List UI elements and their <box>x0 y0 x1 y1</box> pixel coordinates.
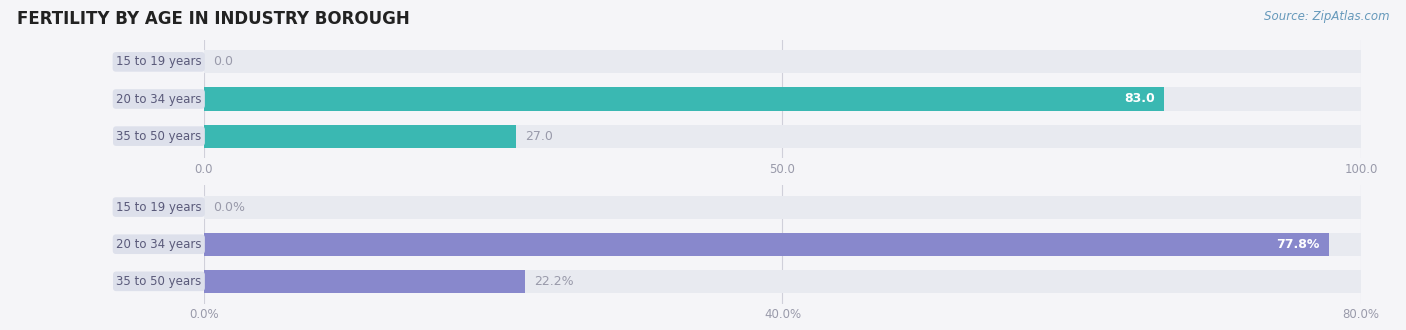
Bar <box>204 50 1361 73</box>
Text: 35 to 50 years: 35 to 50 years <box>117 130 201 143</box>
Text: Source: ZipAtlas.com: Source: ZipAtlas.com <box>1264 10 1389 23</box>
Text: 15 to 19 years: 15 to 19 years <box>115 201 201 214</box>
Text: 27.0: 27.0 <box>526 130 554 143</box>
Text: 0.0%: 0.0% <box>214 201 245 214</box>
Bar <box>204 125 1361 148</box>
Bar <box>204 125 516 148</box>
Bar <box>204 87 1361 111</box>
Bar <box>204 270 1361 293</box>
Text: 35 to 50 years: 35 to 50 years <box>117 275 201 288</box>
Bar <box>204 196 1361 218</box>
Bar <box>204 87 1164 111</box>
Text: 0.0: 0.0 <box>214 55 233 68</box>
Text: 15 to 19 years: 15 to 19 years <box>115 55 201 68</box>
Bar <box>204 233 1329 256</box>
Text: 83.0: 83.0 <box>1125 92 1156 106</box>
Text: 22.2%: 22.2% <box>534 275 574 288</box>
Text: FERTILITY BY AGE IN INDUSTRY BOROUGH: FERTILITY BY AGE IN INDUSTRY BOROUGH <box>17 10 409 28</box>
Text: 20 to 34 years: 20 to 34 years <box>117 92 201 106</box>
Text: 20 to 34 years: 20 to 34 years <box>117 238 201 251</box>
Bar <box>204 233 1361 256</box>
Text: 77.8%: 77.8% <box>1277 238 1320 251</box>
Bar <box>204 270 524 293</box>
